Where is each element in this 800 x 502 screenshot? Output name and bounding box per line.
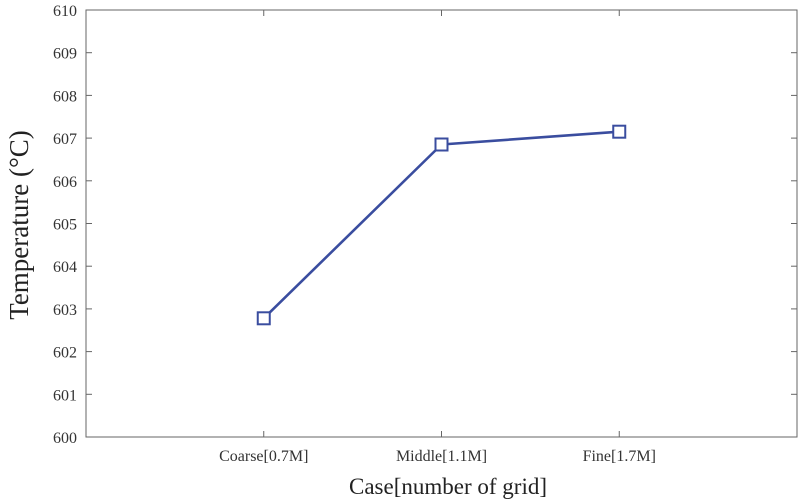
y-tick-label: 605 [53,217,77,234]
data-point-marker [256,311,271,326]
y-tick-label: 601 [53,387,77,404]
series-line [262,130,620,320]
x-axis-label: Case[number of grid] [349,474,547,499]
data-point-marker [434,137,449,152]
y-tick-label: 606 [53,174,77,191]
x-tick-label: Fine[1.7M] [583,448,656,465]
y-tick-label: 608 [53,88,77,105]
y-tick-label: 610 [53,3,77,20]
y-axis-label: Temperature (°C) [4,130,34,320]
y-tick-label: 603 [53,302,77,319]
data-point-marker [612,124,627,139]
x-tick-label: Middle[1.1M] [396,448,487,465]
x-tick-label: Coarse[0.7M] [219,448,308,465]
y-tick-label: 604 [53,259,77,276]
y-tick-label: 607 [53,131,77,148]
y-tick-label: 600 [53,430,77,447]
y-tick-label: 609 [53,46,77,63]
y-tick-label: 602 [53,345,77,362]
plot-frame [85,9,798,438]
